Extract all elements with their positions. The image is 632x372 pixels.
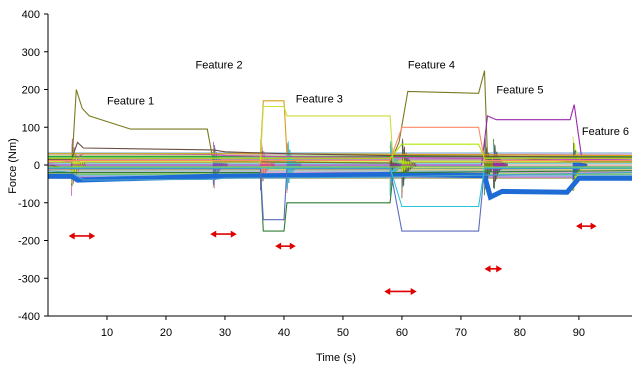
series-line xyxy=(48,126,632,162)
series-line xyxy=(48,167,632,232)
feature-label: Feature 3 xyxy=(296,94,343,106)
y-axis-title: Force (Nm) xyxy=(7,138,19,194)
series-line xyxy=(47,70,632,170)
arrow-head-right xyxy=(230,230,237,238)
x-tick-label: 90 xyxy=(573,327,585,339)
x-axis-title: Time (s) xyxy=(316,352,356,364)
arrow-head-right xyxy=(496,265,503,273)
feature-label: Feature 4 xyxy=(408,60,455,72)
x-tick-label: 60 xyxy=(396,327,408,339)
arrow-head-left xyxy=(68,232,75,240)
series-line xyxy=(48,100,632,157)
x-tick-label: 70 xyxy=(455,327,467,339)
y-tick-label: -300 xyxy=(18,273,40,285)
y-tick-label: 100 xyxy=(22,122,40,134)
arrow-head-left xyxy=(575,222,582,230)
series-line xyxy=(47,170,632,181)
axes: 400 300 200 100 0 -100 -200 -300 -400 10 20 30 40 50 6… xyxy=(18,9,632,339)
x-tick-label: 30 xyxy=(219,327,231,339)
arrow-head-right xyxy=(289,242,296,250)
feature-label: Feature 5 xyxy=(496,84,543,96)
plot-area xyxy=(47,70,632,232)
series-line xyxy=(48,104,632,166)
series-line xyxy=(48,143,632,159)
arrow-head-left xyxy=(210,230,217,238)
series-line xyxy=(48,141,632,160)
arrow-head-right xyxy=(410,287,417,295)
x-tick-label: 40 xyxy=(278,327,290,339)
arrow-head-left xyxy=(484,265,491,273)
feature-label: Feature 1 xyxy=(107,96,154,108)
arrow-head-left xyxy=(384,287,391,295)
x-tick-label: 20 xyxy=(160,327,172,339)
y-tick-label: 200 xyxy=(22,85,40,97)
arrow-head-right xyxy=(590,222,597,230)
x-tick-label: 80 xyxy=(514,327,526,339)
y-tick-label: 400 xyxy=(22,9,40,21)
feature-annotations: Feature 1 Feature 2 Feature 3 Feature 4 Feat… xyxy=(68,60,629,295)
feature-label: Feature 2 xyxy=(196,60,243,72)
x-tick-label: 10 xyxy=(101,327,113,339)
x-tick-label: 50 xyxy=(337,327,349,339)
arrow-head-left xyxy=(275,242,282,250)
y-tick-label: -400 xyxy=(18,311,40,323)
y-tick-label: 0 xyxy=(34,160,40,172)
feature-label: Feature 6 xyxy=(582,126,629,138)
series-line xyxy=(48,167,632,208)
y-tick-label: -200 xyxy=(18,236,40,248)
arrow-head-right xyxy=(89,232,96,240)
y-tick-label: 300 xyxy=(22,47,40,59)
y-tick-label: -100 xyxy=(18,198,40,210)
transient-burst xyxy=(401,156,417,175)
